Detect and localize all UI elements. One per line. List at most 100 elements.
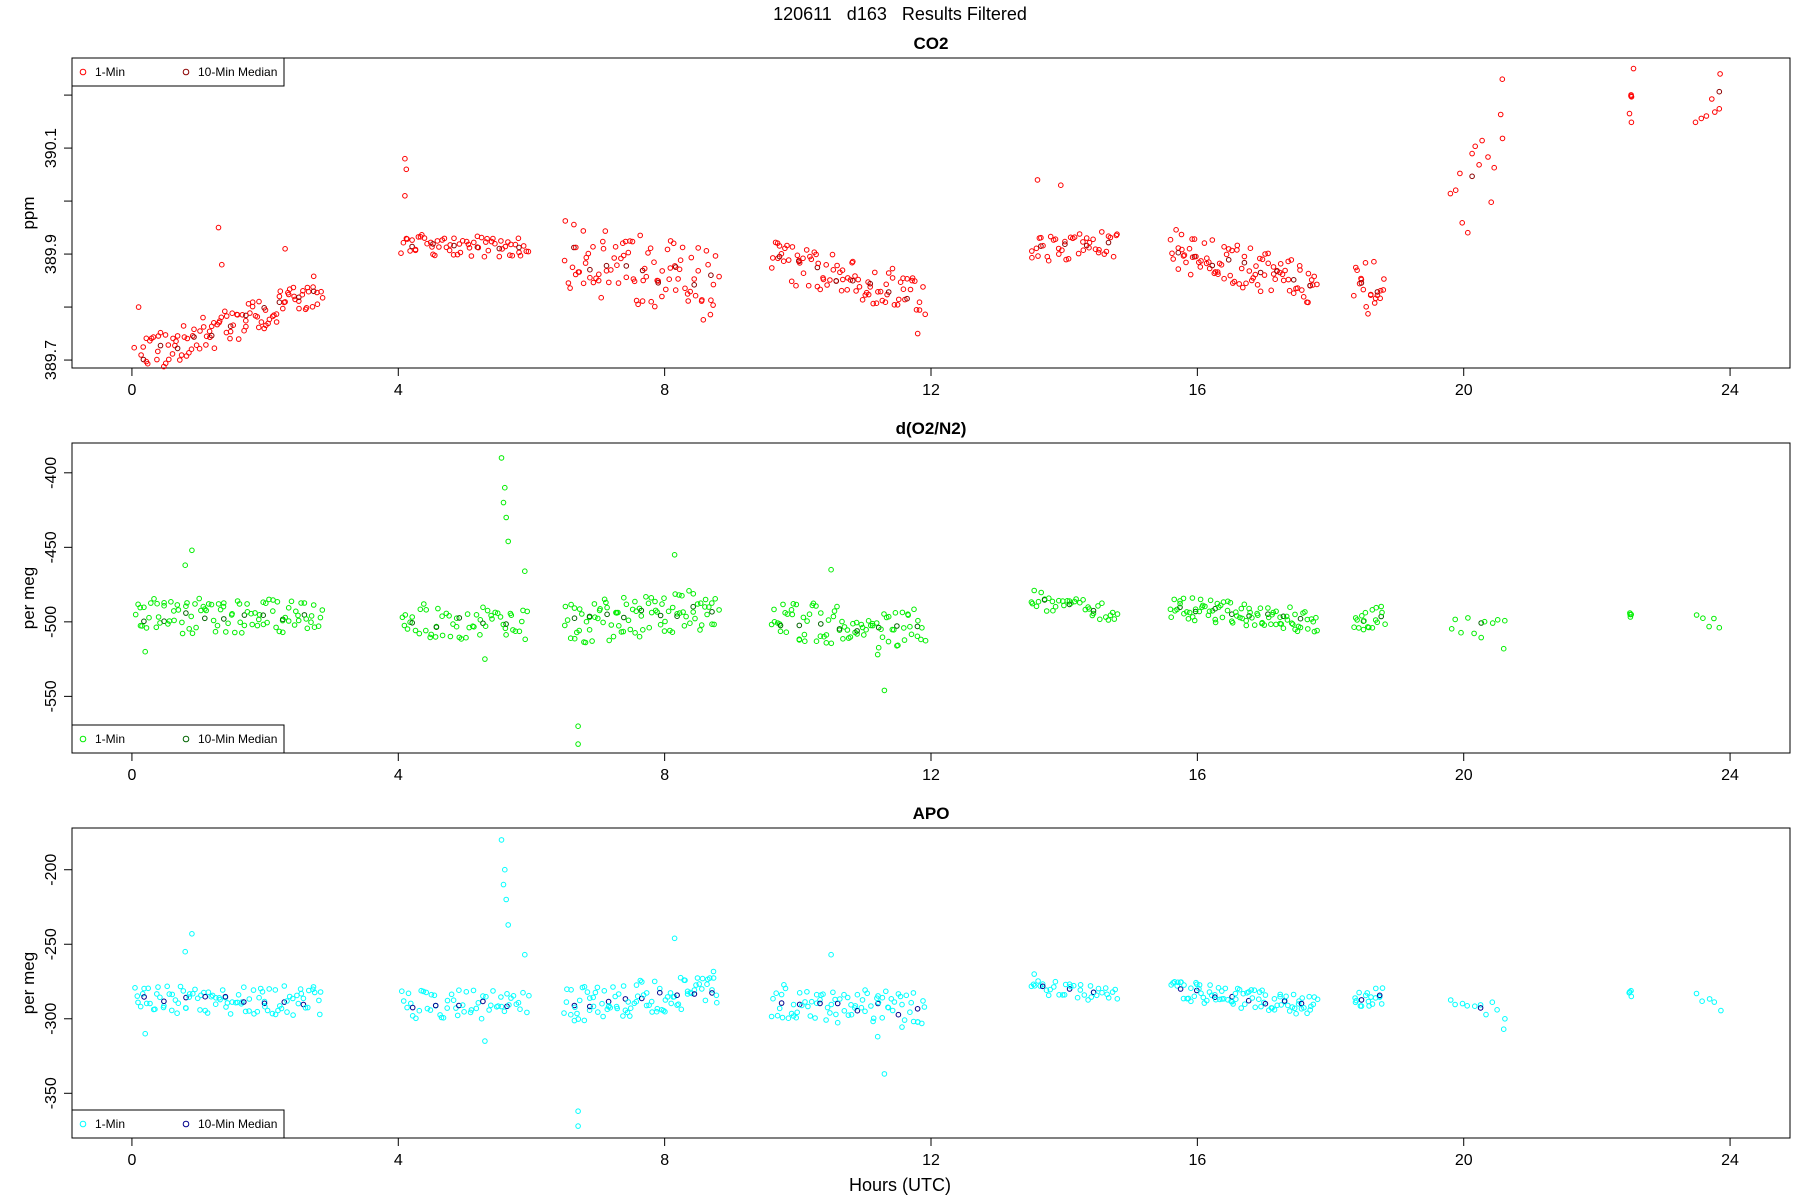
data-point-1min [660,1007,667,1014]
data-point-1min [807,253,813,260]
data-point-1min [161,602,167,609]
x-tick-label: 24 [1721,1152,1739,1169]
data-point-1min [454,1012,461,1019]
data-point-1min [490,235,496,242]
data-point-1min [879,1015,886,1021]
data-point-median [433,624,440,631]
data-point-1min [484,607,491,614]
data-point-1min [222,308,228,315]
data-point-1min [913,307,920,313]
data-point-1min [817,286,824,293]
data-point-median [571,244,577,251]
data-point-1min [1052,236,1059,242]
data-point-1min [1065,256,1072,262]
data-point-1min [782,985,789,992]
data-point-1min [1035,978,1041,984]
data-point-1min [1268,287,1274,294]
data-point-1min [601,596,608,603]
legend-box [71,57,285,87]
data-point-1min [915,617,921,624]
data-point-1min [249,303,256,310]
data-point-1min [1095,603,1101,609]
data-point-1min [636,633,643,640]
data-point-1min [468,253,475,259]
data-point-1min [571,605,578,611]
data-point-1min [182,1005,189,1011]
data-point-1min [1040,242,1046,249]
data-point-1min [186,626,192,632]
data-point-1min [1240,284,1246,291]
data-point-1min [576,627,583,634]
data-point-1min [620,240,626,246]
data-point-1min [1305,626,1311,632]
data-point-median [1175,249,1182,256]
data-point-median [777,622,784,629]
data-point-1min [150,334,157,340]
data-point-1min [266,596,272,603]
data-point-1min [604,604,610,611]
data-point-1min [912,278,918,284]
data-point-1min [246,996,253,1002]
data-point-1min [870,300,877,307]
data-point-median [227,323,234,330]
data-point-1min [916,299,923,306]
data-point-1min [1500,1026,1507,1032]
y-tick-label: -450 [43,531,60,563]
data-point-1min [1227,272,1233,279]
panel-title: APO [913,804,950,823]
data-point-1min [295,612,301,619]
data-point-1min [863,626,869,633]
data-point-1min [610,633,617,640]
data-point-1min [583,618,590,625]
data-point-1min [692,615,698,622]
data-point-1min [1188,998,1194,1005]
data-point-1min [475,1000,482,1006]
data-point-1min [892,610,899,616]
data-point-1min [403,235,410,242]
data-point-1min [1043,608,1050,614]
data-point-1min [773,990,780,997]
data-point-1min [695,268,702,274]
data-point-median [157,342,164,349]
data-point-1min [858,621,865,628]
data-point-1min [802,999,808,1005]
data-point-1min [1074,994,1081,1001]
data-point-1min [667,990,674,996]
data-point-1min [296,298,302,304]
data-point-1min [1365,311,1371,317]
data-point-1min [659,293,665,300]
data-point-1min [796,260,803,266]
data-point-1min [1285,258,1291,265]
data-point-1min [412,246,419,253]
data-point-median [1469,173,1475,180]
data-point-median [1062,241,1068,247]
data-point-1min [789,244,796,250]
data-point-1min [1167,606,1174,613]
data-point-1min [276,628,283,635]
data-point-1min [456,987,462,994]
data-point-1min [704,981,710,988]
data-point-1min [1052,603,1059,610]
data-point-1min [699,297,705,303]
data-point-1min [1476,162,1482,168]
data-point-1min [1035,253,1041,259]
data-point-1min [1201,240,1208,246]
data-point-1min [285,291,292,298]
data-point-1min [672,591,679,597]
data-point-1min [1059,247,1065,253]
data-point-1min [1353,264,1359,271]
data-point-1min [205,989,212,996]
data-point-1min [446,247,453,254]
data-point-1min [676,266,683,273]
data-point-1min [272,1011,279,1018]
data-point-1min [625,249,632,256]
data-point-1min [399,988,405,995]
data-point-1min [820,276,827,283]
data-point-1min [1465,615,1471,621]
data-point-1min [180,323,187,329]
data-point-1min [1452,187,1459,193]
data-point-median [1374,289,1381,295]
data-point-1min [303,616,310,622]
data-point-1min [1277,261,1284,267]
data-point-1min [1280,277,1287,284]
